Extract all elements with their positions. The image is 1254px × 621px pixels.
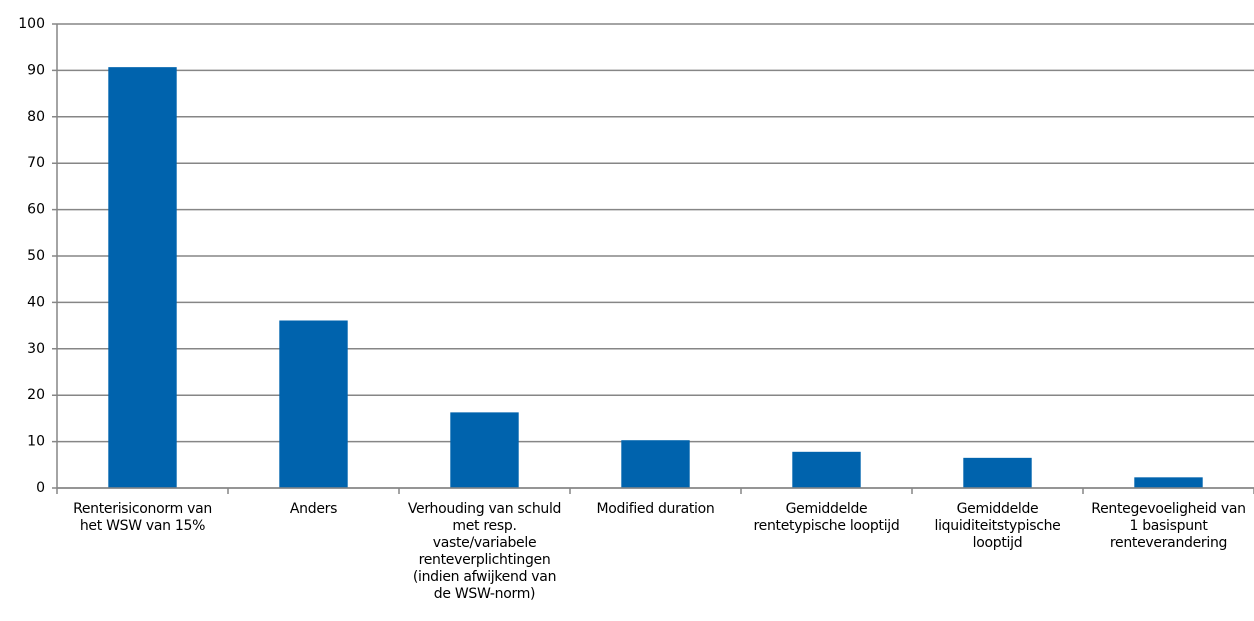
y-tick-label: 10 [27,434,45,450]
y-tick-label: 80 [27,109,45,125]
y-tick-label: 30 [27,341,45,357]
x-tick-label: Modified duration [596,501,715,517]
x-tick-label: Renterisiconorm van het WSW van 15% [73,501,212,534]
bar [621,440,690,488]
bar [279,320,348,488]
y-tick-label: 100 [18,16,45,32]
x-tick-label: Verhouding van schuld met resp. vaste/va… [407,501,562,602]
y-tick-label: 0 [36,480,45,496]
x-tick-label: Anders [289,501,338,517]
bar [792,451,861,488]
y-tick-label: 50 [27,248,45,264]
x-tick-label: Gemiddelde rentetypische looptijd [753,501,900,534]
y-tick-label: 20 [27,387,45,403]
bar [450,412,519,488]
x-tick-label: Rentegevoeligheid van 1 basispunt rentev… [1091,501,1246,551]
bar [108,67,177,488]
y-tick-label: 40 [27,294,45,310]
bar [963,457,1032,488]
x-tick-label: Gemiddelde liquiditeitstypische looptijd [934,501,1061,551]
y-tick-label: 60 [27,202,45,218]
y-tick-label: 70 [27,155,45,171]
y-tick-label: 90 [27,62,45,78]
bar [1134,477,1203,488]
